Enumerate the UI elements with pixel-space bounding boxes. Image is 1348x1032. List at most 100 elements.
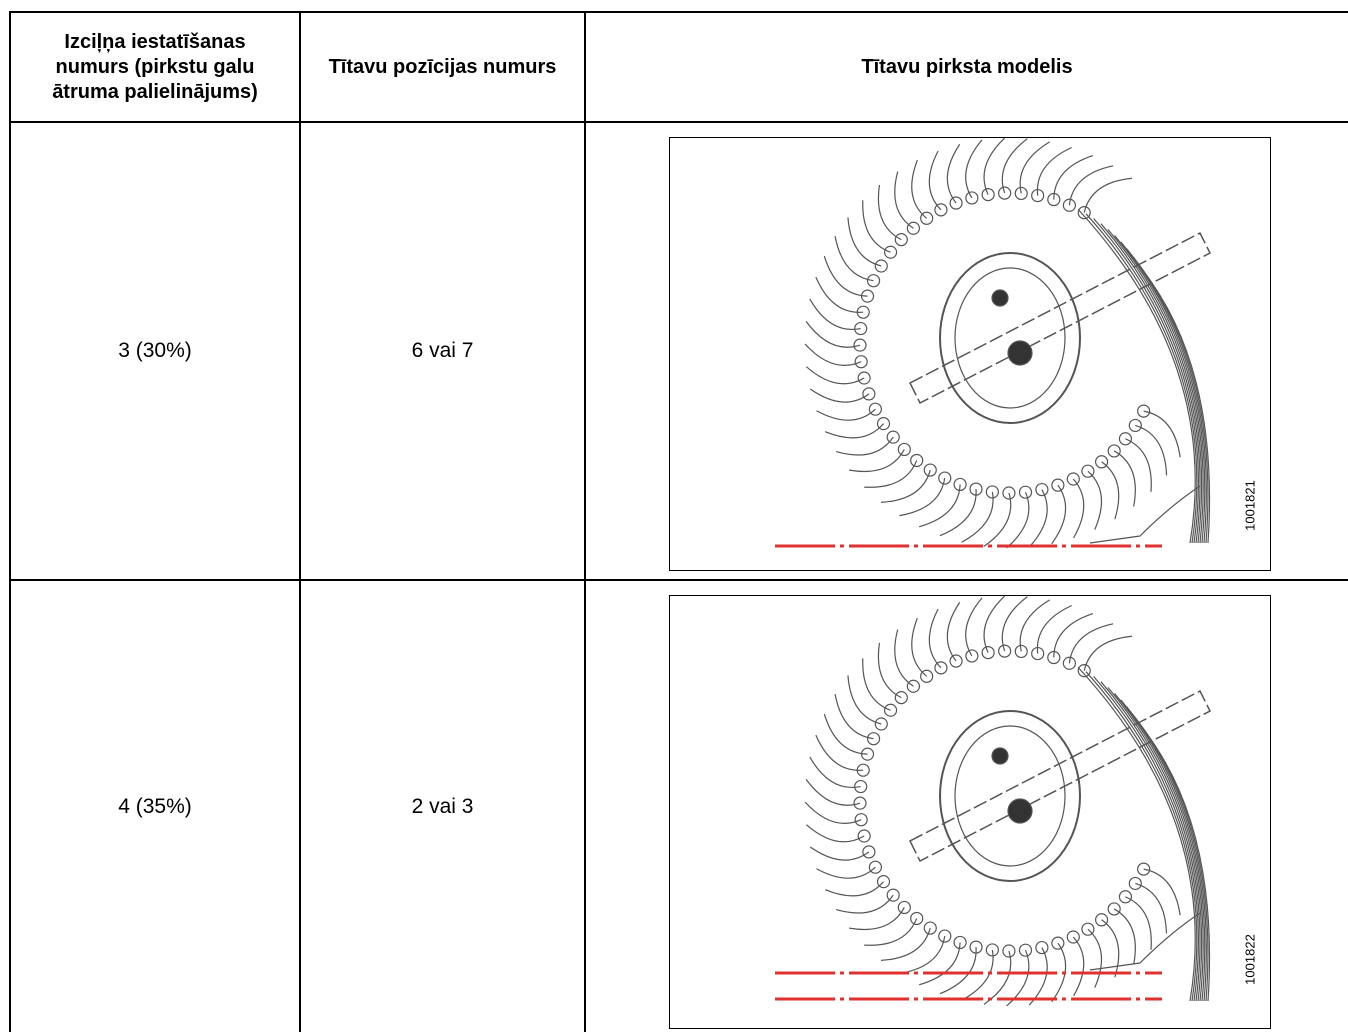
finger [1125, 896, 1152, 950]
finger [835, 894, 894, 914]
finger [983, 492, 1012, 547]
finger [805, 824, 865, 843]
finger [1072, 478, 1085, 539]
finger [804, 801, 862, 824]
tine-bar [894, 233, 908, 247]
finger [823, 255, 868, 297]
tine-bar [938, 471, 952, 485]
figure-id: 1001821 [1242, 480, 1258, 531]
tine-bar [1002, 944, 1016, 958]
finger [911, 159, 928, 219]
tine-bar [897, 900, 911, 915]
tine-bar [985, 943, 999, 957]
tine-bar [853, 796, 867, 810]
finger [864, 460, 918, 488]
finger [864, 918, 918, 946]
finger [1101, 461, 1120, 520]
tine-bar [883, 703, 898, 717]
cam [954, 267, 1066, 409]
tine-bar [1128, 876, 1142, 891]
tine-bar [854, 355, 868, 369]
finger [880, 927, 931, 961]
finger [1006, 949, 1030, 1007]
finger [1114, 693, 1204, 1002]
finger [1125, 438, 1152, 492]
cell: 6 vai 7 [411, 339, 474, 362]
cutterbar [1089, 912, 1201, 971]
finger [939, 489, 977, 537]
finger [847, 675, 882, 725]
finger [961, 491, 994, 543]
finger [965, 597, 983, 657]
tine-bar [868, 402, 882, 416]
tine-bar [923, 921, 937, 935]
tine-bar [1066, 930, 1080, 944]
border [10, 11, 1348, 13]
finger [1077, 208, 1196, 544]
border [9, 11, 11, 1032]
tine-bar [1062, 656, 1076, 670]
tine-bar [857, 371, 871, 385]
figure-id: 1001822 [1242, 934, 1258, 985]
tine-bar [866, 732, 881, 746]
hub [991, 747, 1009, 765]
header-cell: Tītavu pozīcijas numurs [328, 55, 557, 78]
finger [835, 436, 894, 456]
hub [991, 289, 1009, 307]
tine-bar [1081, 464, 1095, 478]
hub [1007, 798, 1033, 824]
finger [1019, 599, 1051, 652]
finger [899, 477, 946, 517]
finger [1136, 720, 1211, 1002]
header-cell: Tītavu pirksta modelis [861, 55, 1073, 78]
finger [816, 408, 876, 421]
tine-bar [906, 221, 920, 235]
border [299, 11, 301, 1032]
finger [983, 596, 1006, 653]
finger [1107, 228, 1203, 544]
tine-bar [1094, 455, 1109, 469]
cell: 2 vai 3 [411, 794, 474, 818]
tine-bar [981, 646, 995, 660]
tine-bar [862, 845, 876, 859]
finger [834, 694, 874, 740]
finger [1077, 666, 1196, 1002]
tine-bar [883, 245, 898, 259]
finger [1019, 141, 1051, 194]
finger [805, 321, 861, 348]
tine-bar [1137, 404, 1151, 418]
finger [1114, 235, 1204, 544]
finger [928, 150, 942, 211]
finger [809, 298, 861, 331]
finger [1143, 868, 1181, 916]
tine-bar [1077, 664, 1091, 678]
finger [1051, 484, 1067, 545]
tine-bar [953, 477, 967, 492]
finger [1135, 424, 1168, 476]
finger [946, 143, 961, 204]
finger [824, 423, 884, 439]
tine-bar [866, 274, 881, 288]
finger [1100, 223, 1201, 544]
tine-bar [853, 338, 867, 352]
tine-bar [886, 888, 900, 902]
tine-bar [1107, 902, 1121, 916]
tine-bar [1018, 485, 1033, 499]
finger [1135, 882, 1168, 934]
tine-bar [874, 259, 888, 273]
finger [1001, 138, 1028, 194]
cam [939, 710, 1081, 882]
tine-bar [876, 875, 891, 889]
tine-bar [1081, 922, 1095, 936]
figure: 1001821 [669, 137, 1271, 571]
finger [809, 846, 870, 861]
tine-bar [1128, 418, 1142, 433]
finger [1083, 177, 1133, 213]
finger [849, 907, 905, 931]
finger [1143, 410, 1181, 458]
tine-bar [949, 654, 963, 668]
finger [965, 139, 983, 199]
finger [1053, 154, 1094, 200]
finger [1006, 491, 1030, 549]
finger [805, 366, 865, 385]
